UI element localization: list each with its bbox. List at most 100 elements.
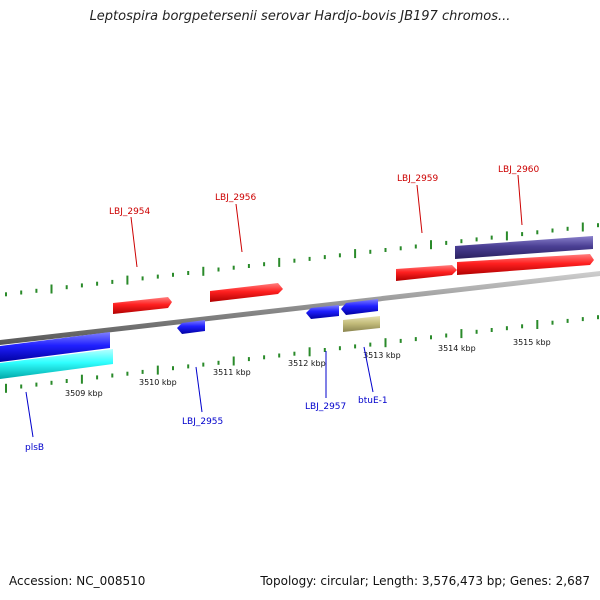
gene-btue-1-arrow[interactable]: [341, 299, 378, 315]
gene-lbj-2954-arrow[interactable]: [113, 297, 172, 314]
gene-plsb-blue-arrow[interactable]: [0, 332, 110, 362]
gene-label-lbj-2957[interactable]: LBJ_2957: [305, 402, 346, 412]
lower-tick-18: [278, 353, 281, 358]
scale-label-3509: 3509 kbp: [65, 389, 103, 398]
upper-tick-18: [278, 257, 281, 267]
topology-stats-label: Topology: circular; Length: 3,576,473 bp…: [260, 574, 590, 588]
scale-label-3511: 3511 kbp: [213, 368, 251, 377]
upper-tick-6: [96, 281, 99, 286]
upper-tick-26: [399, 246, 402, 251]
upper-tick-4: [65, 285, 68, 290]
lower-tick-16: [247, 357, 250, 362]
scale-label-3514: 3514 kbp: [438, 344, 476, 353]
lower-tick-24: [369, 342, 372, 347]
upper-tick-30: [460, 239, 463, 244]
upper-tick-38: [581, 222, 584, 232]
gene-lbj-2960-arrow[interactable]: [457, 254, 594, 275]
gene-cyan-block[interactable]: [0, 349, 113, 379]
upper-tick-12: [187, 271, 190, 275]
lower-tick-14: [217, 360, 220, 365]
gene-navy-block[interactable]: [455, 236, 593, 259]
upper-tick-25: [384, 248, 387, 252]
gene-lbj-2956-arrow[interactable]: [210, 283, 283, 302]
upper-tick-28: [430, 240, 432, 250]
leader-lbj-2960: [517, 174, 523, 226]
upper-tick-22: [338, 253, 341, 258]
lower-tick-21: [323, 348, 326, 352]
upper-tick-17: [263, 262, 266, 267]
lower-tick-39: [597, 315, 599, 320]
upper-tick-5: [80, 283, 83, 288]
lower-tick-22: [338, 346, 341, 351]
leader-lbj-2954: [130, 216, 138, 268]
lower-tick-9: [141, 369, 144, 374]
lower-tick-15: [232, 356, 235, 366]
leader-lbj-2956: [235, 203, 243, 253]
upper-tick-21: [323, 255, 326, 260]
reverse-gene-labels: plsB LBJ_2955 LBJ_2957 btuE-1: [25, 346, 388, 453]
upper-tick-33: [505, 231, 508, 241]
lower-tick-8: [126, 371, 129, 376]
upper-tick-10: [156, 274, 159, 279]
gene-lbj-2959-arrow[interactable]: [396, 265, 457, 281]
lower-tick-13: [202, 362, 205, 367]
scale-labels: 3509 kbp 3510 kbp 3511 kbp 3512 kbp 3513…: [65, 338, 551, 398]
upper-tick-37: [566, 226, 569, 231]
upper-tick-15: [232, 265, 235, 270]
accession-label: Accession: NC_008510: [9, 574, 146, 588]
forward-gene-labels: LBJ_2954 LBJ_2956 LBJ_2959 LBJ_2960: [109, 165, 540, 268]
lower-tick-11: [172, 366, 174, 371]
lower-tick-28: [430, 335, 432, 340]
gene-khaki-block[interactable]: [343, 316, 380, 332]
lower-tick-33: [505, 326, 508, 331]
upper-tick-3: [50, 284, 53, 294]
gene-label-lbj-2960[interactable]: LBJ_2960: [498, 165, 540, 175]
upper-tick-11: [172, 272, 174, 277]
lower-tick-2: [35, 382, 38, 387]
gene-label-plsb[interactable]: plsB: [25, 443, 44, 453]
scale-label-3510: 3510 kbp: [139, 378, 177, 387]
lower-tick-10: [156, 365, 159, 375]
upper-tick-24: [369, 249, 372, 254]
lower-tick-27: [414, 337, 417, 342]
gene-label-lbj-2954[interactable]: LBJ_2954: [109, 207, 151, 217]
leader-btue-1: [363, 346, 374, 393]
lower-tick-35: [536, 320, 539, 329]
upper-tick-36: [551, 228, 554, 233]
lower-tick-4: [65, 379, 68, 383]
leader-plsb: [25, 391, 34, 438]
scale-label-3513: 3513 kbp: [363, 351, 401, 360]
chromosome-backbone: [0, 271, 600, 345]
upper-tick-14: [217, 267, 220, 272]
lower-tick-1: [20, 384, 23, 389]
lower-tick-36: [551, 320, 554, 325]
upper-tick-35: [536, 230, 539, 235]
upper-tick-13: [202, 266, 205, 276]
scale-label-3512: 3512 kbp: [288, 359, 326, 368]
upper-tick-1: [20, 290, 23, 295]
lower-tick-3: [50, 380, 53, 385]
gene-label-lbj-2955[interactable]: LBJ_2955: [182, 417, 223, 427]
leader-lbj-2959: [416, 184, 423, 234]
lower-tick-19: [293, 351, 296, 356]
gene-lbj-2957-arrow[interactable]: [306, 305, 339, 319]
lower-tick-30: [460, 329, 463, 339]
leader-lbj-2955: [195, 366, 203, 413]
gene-lbj-2955-arrow[interactable]: [177, 320, 205, 334]
upper-tick-16: [247, 264, 250, 268]
lower-tick-38: [581, 317, 584, 322]
map-title: Leptospira borgpetersenii serovar Hardjo…: [89, 9, 511, 24]
upper-tick-9: [141, 276, 144, 281]
lower-tick-6: [96, 375, 99, 380]
upper-tick-7: [111, 279, 114, 284]
gene-label-lbj-2959[interactable]: LBJ_2959: [397, 174, 439, 184]
upper-tick-20: [308, 256, 311, 261]
upper-tick-39: [597, 223, 599, 228]
upper-tick-23: [354, 249, 357, 259]
upper-tick-8: [126, 275, 129, 285]
gene-label-lbj-2956[interactable]: LBJ_2956: [215, 193, 257, 203]
lower-tick-5: [80, 374, 83, 384]
gene-label-btue-1[interactable]: btuE-1: [358, 396, 388, 406]
lower-tick-23: [354, 344, 357, 349]
